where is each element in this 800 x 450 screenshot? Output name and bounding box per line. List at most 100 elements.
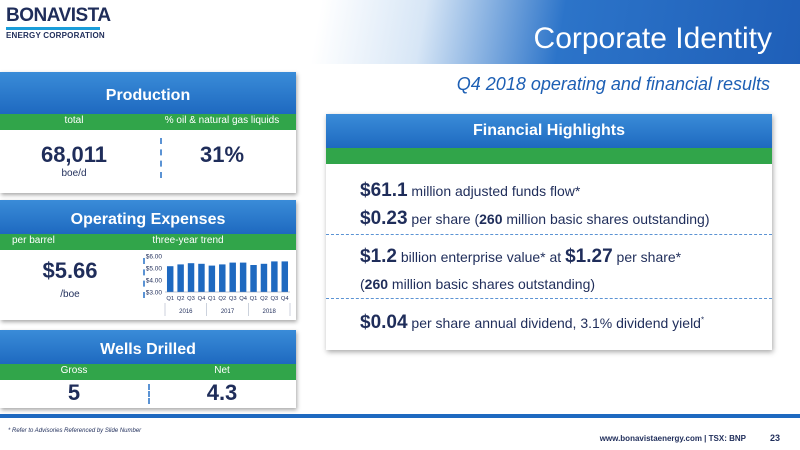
production-total-label: total	[64, 115, 84, 126]
enterprise-value: $1.2	[360, 246, 397, 267]
shares-text-a: (	[360, 276, 365, 292]
bar	[260, 263, 268, 292]
production-title: Production	[0, 72, 296, 114]
x-tick-label: Q4	[198, 296, 207, 302]
per-share-text-a: per share (	[407, 211, 480, 227]
wells-card: Wells Drilled Gross Net 5 4.3	[0, 330, 296, 408]
separator	[326, 298, 772, 299]
per-share-value: $0.23	[360, 208, 408, 229]
opex-header-row: per barrel three-year trend	[0, 234, 296, 250]
financial-green-bar	[326, 148, 772, 164]
opex-per-barrel-label: per barrel	[12, 235, 55, 246]
wells-net-label: Net	[214, 365, 230, 376]
bar	[229, 262, 236, 292]
production-total: 68,011 boe/d	[0, 130, 148, 193]
wells-gross-label: Gross	[60, 365, 88, 376]
bar	[281, 261, 289, 292]
logo-wordmark: BONAVISTA	[6, 5, 111, 26]
logo-rule	[6, 27, 100, 30]
logo-tagline: ENERGY CORPORATION	[6, 31, 105, 40]
wells-gross-value: 5	[67, 380, 81, 405]
year-group-label: 2018	[262, 309, 276, 315]
per-share-line: $0.23 per share (260 million basic share…	[360, 208, 710, 230]
divider	[160, 138, 162, 178]
y-tick-label: $4.00	[146, 278, 163, 285]
dividend-line: $0.04 per share annual dividend, 3.1% di…	[360, 312, 704, 334]
divider	[143, 258, 145, 298]
production-body: 68,011 boe/d 31%	[0, 130, 296, 193]
opex-trend-label: three-year trend	[152, 235, 224, 246]
dividend-value: $0.04	[360, 312, 408, 333]
wells-net-value: 4.3	[206, 380, 238, 405]
bar	[271, 261, 278, 292]
page-subtitle: Q4 2018 operating and financial results	[456, 74, 770, 94]
funds-flow-text: million adjusted funds flow*	[407, 183, 581, 199]
opex-title: Operating Expenses	[0, 200, 296, 234]
production-total-unit: boe/d	[61, 168, 87, 179]
shares-line: (260 million basic shares outstanding)	[360, 276, 595, 292]
bar	[250, 265, 257, 292]
wells-title: Wells Drilled	[0, 330, 296, 364]
production-liquids-label: % oil & natural gas liquids	[164, 115, 280, 126]
funds-flow-line: $61.1 million adjusted funds flow*	[360, 180, 580, 202]
shares-count: 260	[479, 211, 503, 227]
opex-body: $5.66 /boe $6.00 $5.00 $4.00 $3.00 Q1 Q2 Q3 Q4 Q…	[0, 250, 296, 320]
company-logo: BONAVISTA ENERGY CORPORATION	[6, 5, 111, 46]
bar	[208, 265, 216, 292]
shares-count-2: 260	[364, 276, 389, 292]
x-tick-label: Q4	[281, 296, 290, 302]
page-number: 23	[769, 433, 780, 443]
divider	[148, 384, 150, 404]
bar	[219, 264, 226, 292]
x-tick-label: Q1	[166, 296, 174, 302]
dividend-footnote-mark: *	[700, 315, 705, 325]
dividend-text: per share annual dividend, 3.1% dividend…	[407, 315, 701, 331]
enterprise-per-share: $1.27	[565, 246, 613, 267]
shares-text-b: million basic shares outstanding)	[388, 276, 596, 292]
bar	[177, 264, 184, 292]
x-tick-label: Q3	[271, 296, 279, 302]
y-tick-label: $5.00	[146, 266, 163, 273]
y-tick-label: $3.00	[146, 290, 163, 297]
wells-header-row: Gross Net	[0, 364, 296, 380]
enterprise-text-b: per share*	[612, 249, 682, 265]
bar	[198, 263, 205, 292]
per-share-text-b: million basic shares outstanding)	[502, 211, 710, 227]
x-tick-label: Q3	[187, 296, 195, 302]
bar	[166, 266, 174, 292]
opex-value-block: $5.66 /boe	[0, 258, 140, 302]
production-header-row: total % oil & natural gas liquids	[0, 114, 296, 130]
funds-flow-value: $61.1	[360, 180, 408, 201]
production-card: Production total % oil & natural gas liq…	[0, 72, 296, 193]
x-tick-label: Q2	[260, 296, 268, 302]
footer-info: www.bonavistaenergy.com | TSX: BNP 23	[600, 433, 780, 443]
financial-highlights-card: Financial Highlights $61.1 million adjus…	[326, 114, 772, 350]
opex-unit: /boe	[60, 289, 80, 300]
enterprise-value-line: $1.2 billion enterprise value* at $1.27 …	[360, 246, 681, 268]
bar	[239, 262, 247, 292]
x-tick-label: Q4	[239, 296, 248, 302]
footer-rule	[0, 414, 800, 418]
footer-website: www.bonavistaenergy.com | TSX: BNP	[599, 434, 746, 443]
bar	[187, 263, 195, 292]
financial-title: Financial Highlights	[326, 114, 772, 148]
x-tick-label: Q1	[208, 296, 216, 302]
enterprise-text-a: billion enterprise value* at	[396, 249, 566, 265]
separator	[326, 234, 772, 235]
production-total-value: 68,011	[40, 142, 108, 167]
production-liquids-value: 31%	[199, 142, 245, 167]
x-tick-label: Q1	[250, 296, 258, 302]
x-tick-label: Q2	[177, 296, 185, 302]
advisory-note: * Refer to Advisories Referenced by Slid…	[8, 428, 142, 434]
header-band	[112, 0, 800, 64]
x-tick-label: Q2	[218, 296, 226, 302]
x-tick-label: Q3	[229, 296, 237, 302]
y-tick-label: $6.00	[146, 254, 163, 261]
year-group-label: 2017	[221, 309, 235, 315]
production-liquids: 31%	[148, 130, 296, 193]
opex-value: $5.66	[42, 258, 98, 283]
opex-card: Operating Expenses per barrel three-year…	[0, 200, 296, 320]
year-group-label: 2016	[179, 309, 193, 315]
wells-body: 5 4.3	[0, 380, 296, 408]
